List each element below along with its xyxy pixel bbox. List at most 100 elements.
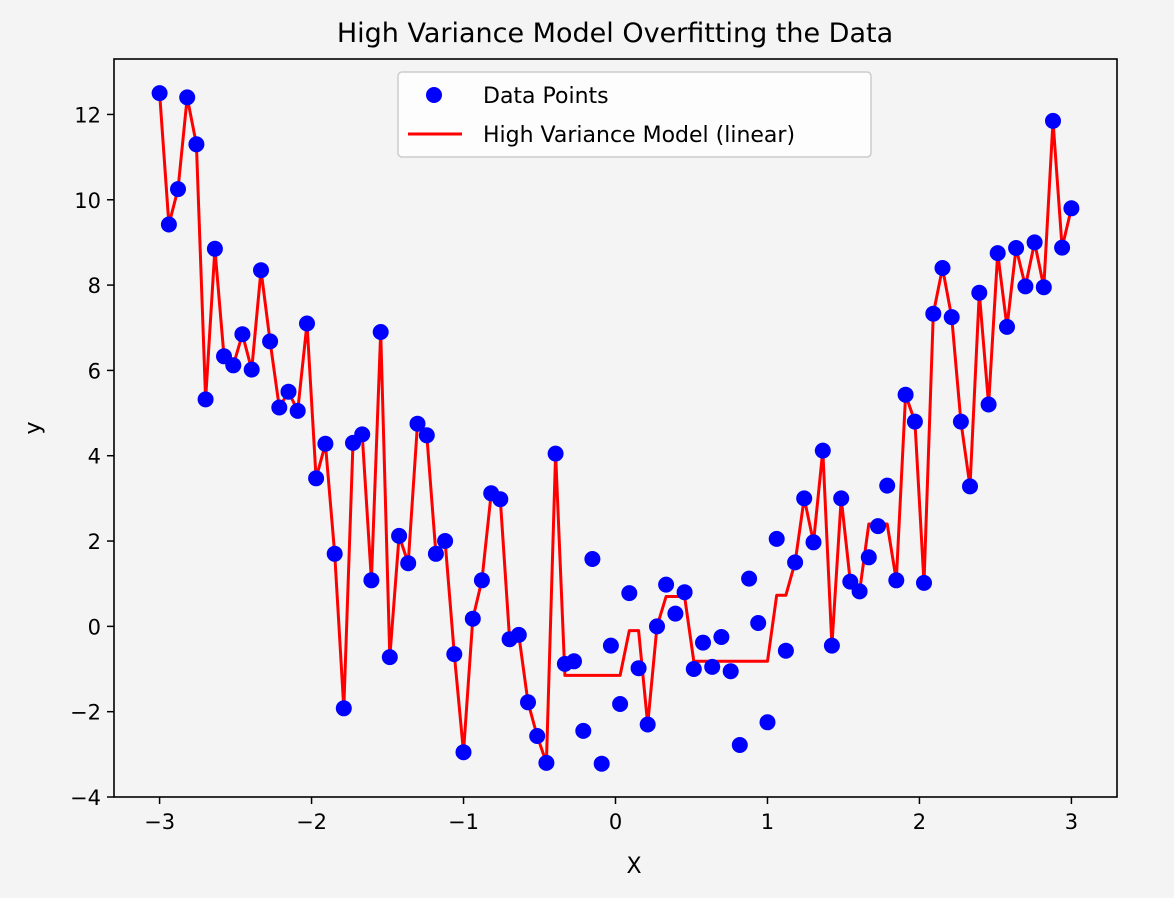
x-tick-label: 2 xyxy=(913,810,926,834)
data-point xyxy=(704,658,721,675)
data-point xyxy=(925,305,942,322)
data-point xyxy=(206,240,223,257)
legend-label-model-line: High Variance Model (linear) xyxy=(483,123,795,148)
data-point xyxy=(676,584,693,601)
x-tick-label: −2 xyxy=(296,810,327,834)
data-point xyxy=(547,445,564,462)
y-axis-label: y xyxy=(21,421,46,434)
data-point xyxy=(538,754,555,771)
data-point xyxy=(823,637,840,654)
y-tick-label: 2 xyxy=(88,530,101,554)
data-point xyxy=(409,415,426,432)
data-point xyxy=(860,549,877,566)
y-tick-label: −4 xyxy=(70,786,101,810)
data-point xyxy=(391,527,408,544)
data-point xyxy=(602,637,619,654)
data-point xyxy=(851,583,868,600)
data-point xyxy=(777,642,794,659)
data-point xyxy=(473,572,490,589)
y-tick-label: 10 xyxy=(74,189,101,213)
data-point xyxy=(658,576,675,593)
data-point xyxy=(400,555,417,572)
x-tick-label: −1 xyxy=(448,810,479,834)
data-point xyxy=(612,696,629,712)
data-point xyxy=(667,605,684,622)
data-point xyxy=(971,284,988,301)
data-point xyxy=(1026,234,1043,251)
y-tick-label: 6 xyxy=(88,359,101,383)
data-point xyxy=(1045,112,1061,129)
data-point xyxy=(943,309,960,326)
data-point xyxy=(584,551,601,567)
plot-frame xyxy=(113,58,1118,798)
model-line xyxy=(158,92,1073,765)
data-point xyxy=(197,391,214,408)
data-point xyxy=(962,478,978,495)
data-point xyxy=(833,490,850,507)
data-point xyxy=(363,572,380,589)
data-point xyxy=(280,383,297,400)
data-point xyxy=(989,245,1006,262)
x-axis-label: X xyxy=(626,854,641,879)
data-point xyxy=(695,634,711,651)
data-point xyxy=(741,570,758,587)
data-point xyxy=(354,426,371,443)
data-point xyxy=(317,435,334,452)
data-point xyxy=(593,755,610,772)
x-tick-label: −3 xyxy=(144,810,175,834)
data-point xyxy=(243,361,260,378)
data-point xyxy=(299,315,315,332)
y-tick-label: 12 xyxy=(74,103,101,127)
x-tick-label: 1 xyxy=(761,810,774,834)
data-point xyxy=(768,530,785,547)
data-point xyxy=(750,615,767,631)
data-point xyxy=(1008,240,1025,256)
data-point xyxy=(427,545,444,562)
data-point xyxy=(372,324,389,340)
data-point xyxy=(492,491,509,508)
data-point xyxy=(796,490,813,507)
y-tick-label: 0 xyxy=(88,615,101,639)
data-point xyxy=(234,326,251,343)
data-point xyxy=(520,694,536,711)
data-point xyxy=(952,413,969,430)
data-point xyxy=(225,357,242,374)
data-point xyxy=(151,85,168,102)
y-tick-label: −2 xyxy=(70,701,101,725)
y-tick-label: 8 xyxy=(88,274,101,298)
data-point xyxy=(814,442,831,459)
data-point xyxy=(722,663,739,680)
data-point xyxy=(308,470,325,487)
data-point xyxy=(639,716,656,733)
legend-marker-data-points xyxy=(426,87,442,103)
data-point xyxy=(381,649,398,666)
plot-area xyxy=(114,59,1117,797)
data-point xyxy=(906,413,923,430)
x-tick-label: 3 xyxy=(1065,810,1078,834)
data-point xyxy=(179,89,196,106)
model-line-layer xyxy=(158,92,1073,765)
data-point xyxy=(446,646,463,663)
data-point xyxy=(271,399,288,416)
data-point xyxy=(805,534,822,551)
data-point xyxy=(510,626,527,643)
data-point xyxy=(621,585,638,602)
data-point xyxy=(888,572,905,589)
y-tick-label: 4 xyxy=(88,445,101,469)
data-point xyxy=(916,574,932,591)
data-point xyxy=(649,618,665,635)
data-point xyxy=(262,333,279,350)
data-point xyxy=(418,427,435,444)
data-point xyxy=(934,260,951,276)
data-point xyxy=(1063,200,1080,217)
data-point xyxy=(685,661,702,677)
data-point xyxy=(253,262,269,279)
data-point xyxy=(731,737,748,753)
data-point xyxy=(335,700,352,717)
data-point xyxy=(1017,278,1034,295)
data-point xyxy=(713,629,730,645)
data-point xyxy=(289,402,306,419)
data-point xyxy=(980,396,997,413)
data-point xyxy=(575,722,592,739)
